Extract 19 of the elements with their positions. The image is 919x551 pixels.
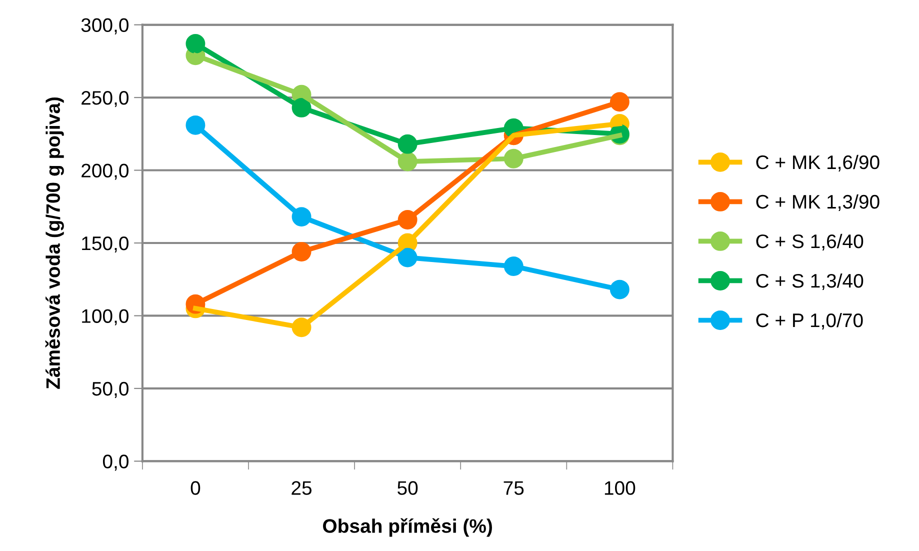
legend-label: C + MK 1,3/90 <box>756 194 880 211</box>
legend-label: C + S 1,6/40 <box>756 234 864 251</box>
x-tick-label: 75 <box>504 481 524 495</box>
y-axis-title: Záměsová voda (g/700 g pojiva) <box>45 98 64 389</box>
x-tick-label: 50 <box>398 481 418 495</box>
x-tick-label: 0 <box>190 481 200 495</box>
y-tick-label: 0,0 <box>102 454 128 471</box>
y-tick-label: 150,0 <box>82 236 128 253</box>
y-tick-label: 300,0 <box>81 18 128 34</box>
x-tick-label: 100 <box>604 481 636 495</box>
legend-label: C + MK 1,6/90 <box>756 154 880 172</box>
x-tick-label: 25 <box>292 481 312 495</box>
y-tick-label: 100,0 <box>82 309 128 326</box>
x-axis-title: Obsah příměsi (%) <box>323 518 492 537</box>
y-tick-label: 50,0 <box>92 382 128 398</box>
y-tick-label: 200,0 <box>82 164 128 180</box>
y-tick-label: 250,0 <box>82 90 128 108</box>
legend-label: C + S 1,3/40 <box>756 273 864 290</box>
legend-label: C + P 1,0/70 <box>756 312 863 330</box>
